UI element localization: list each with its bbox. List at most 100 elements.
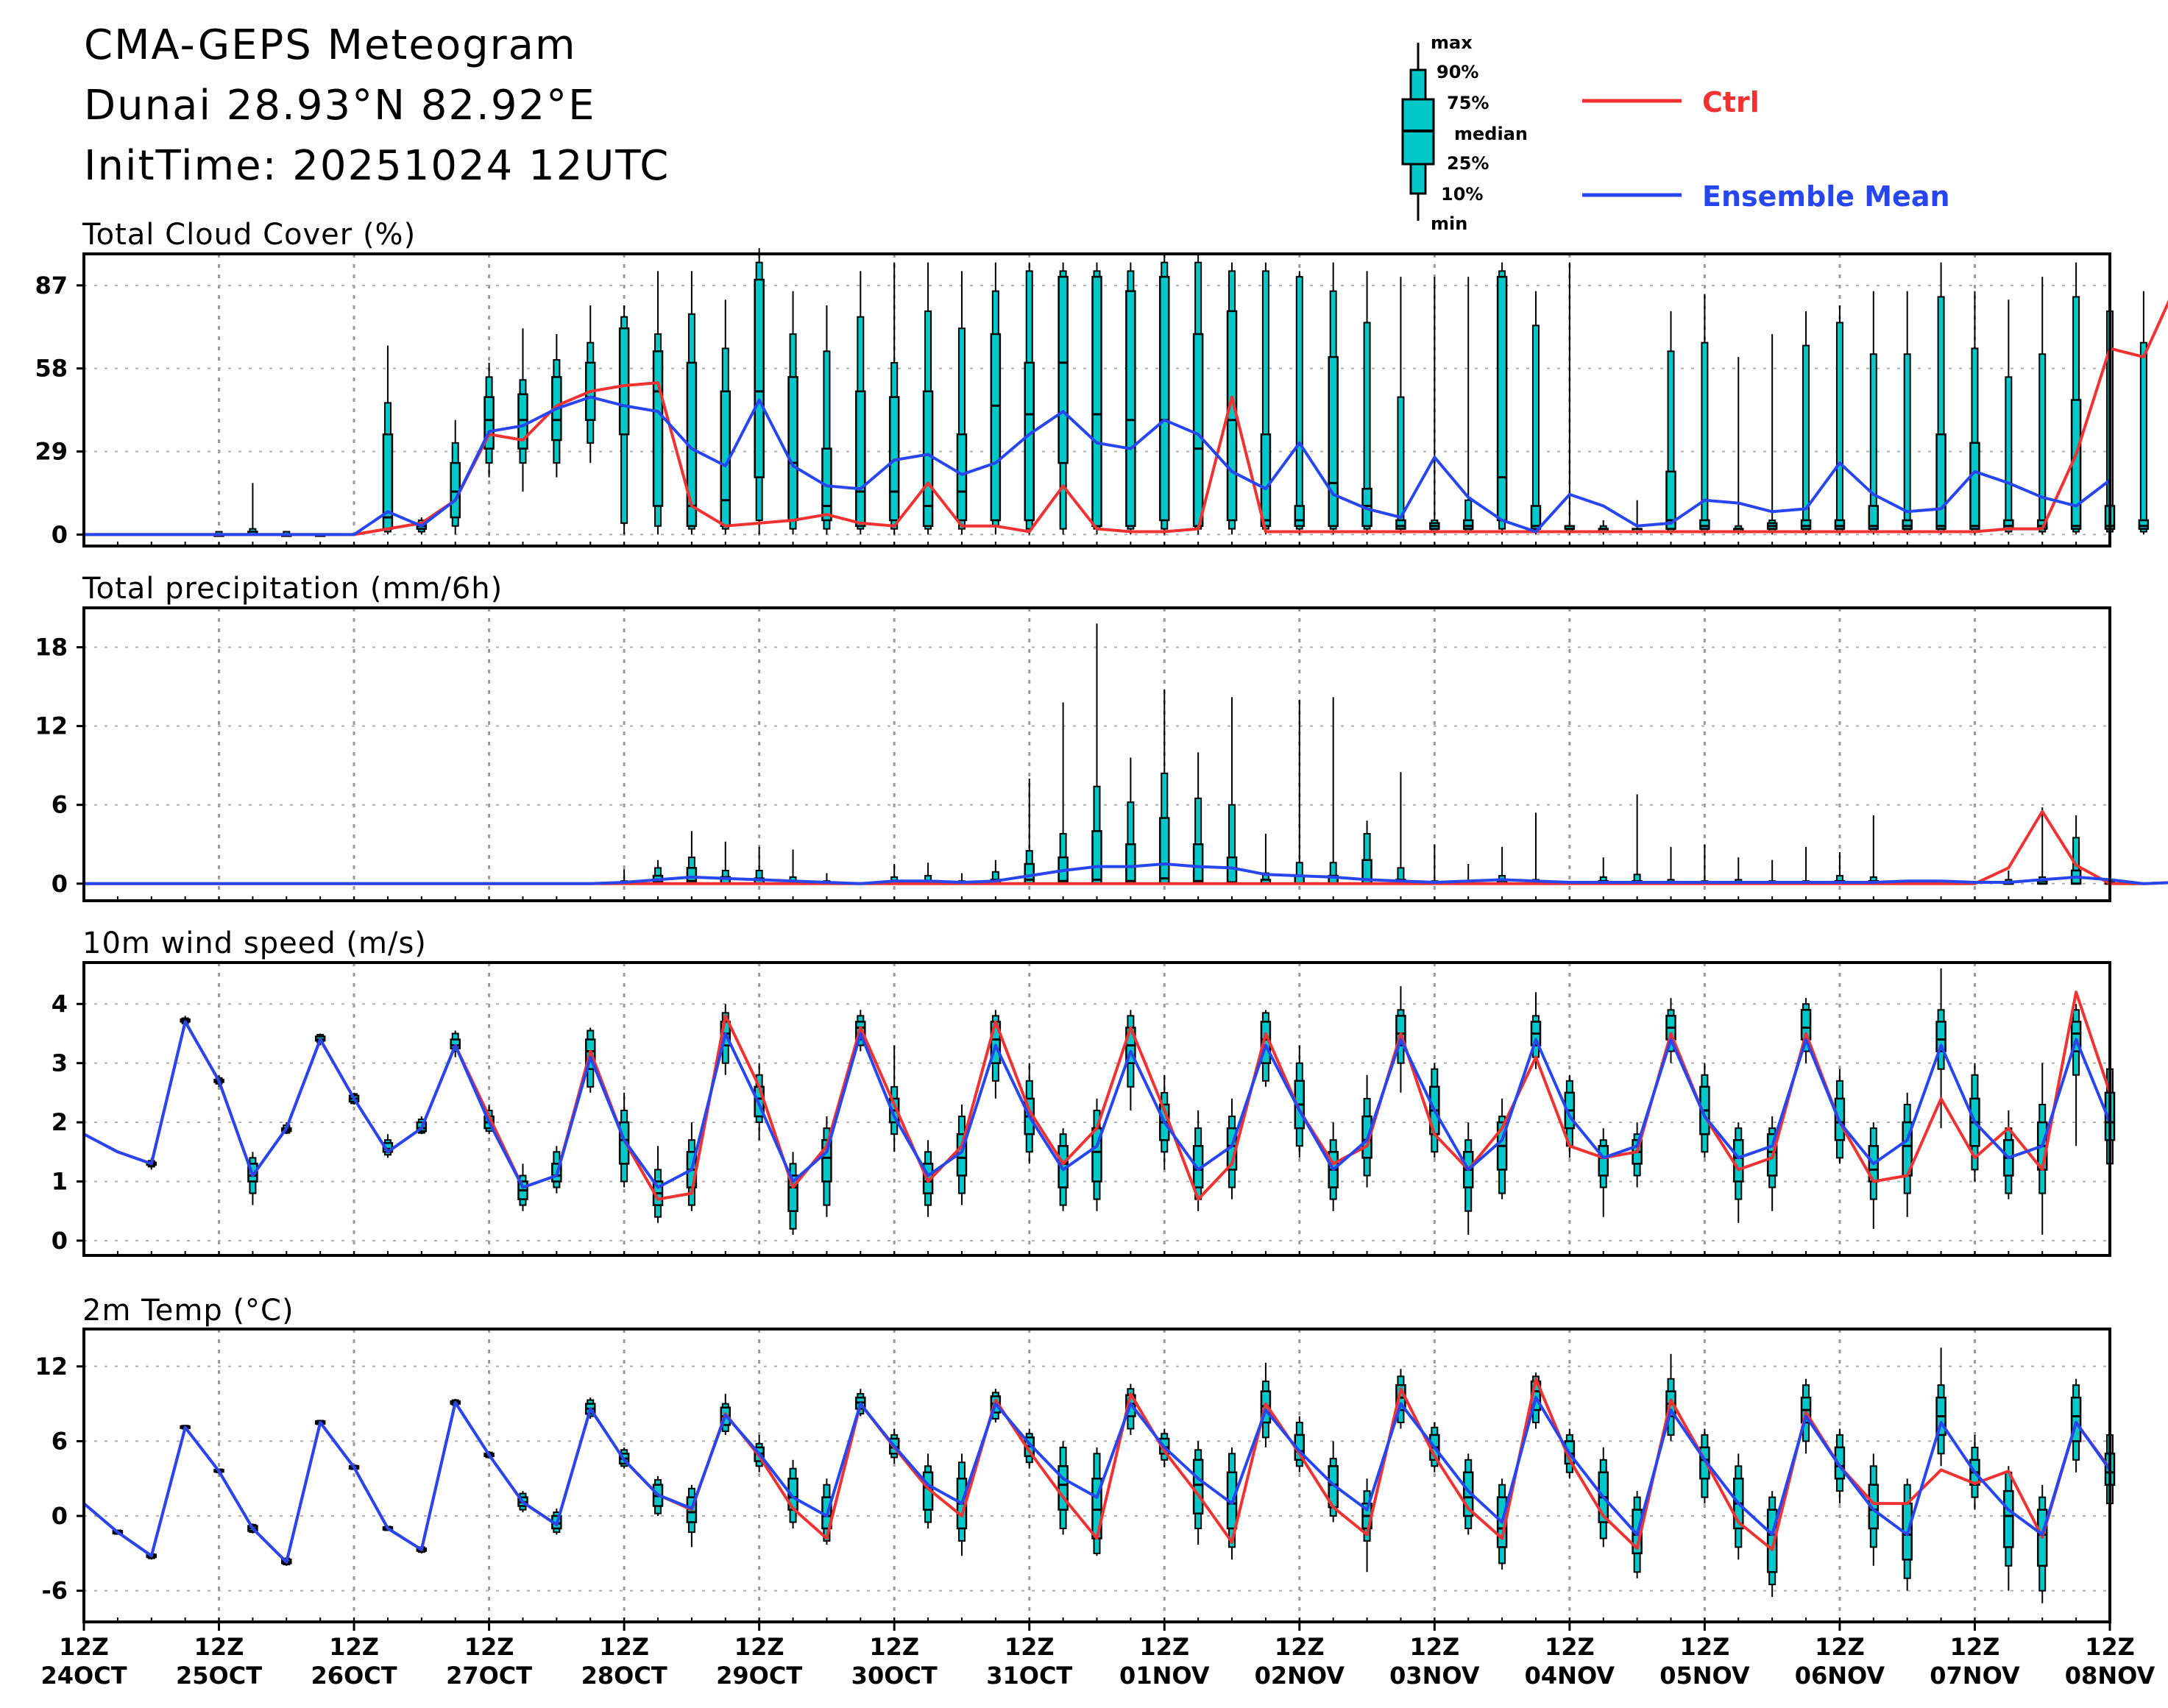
- box-upper-bar: [1633, 1496, 1641, 1511]
- box-iqr: [1226, 856, 1238, 885]
- box-upper-bar: [1464, 1139, 1473, 1153]
- box-iqr: [1260, 433, 1272, 528]
- box-upper-bar: [1903, 353, 1911, 521]
- box-iqr: [652, 350, 664, 507]
- box-upper-bar: [587, 341, 595, 364]
- box-lower-bar: [924, 1192, 932, 1206]
- box-lower-bar: [1093, 1180, 1101, 1200]
- box-upper-bar: [823, 350, 831, 450]
- x-tick-date-label: 08NOV: [2065, 1662, 2155, 1690]
- box-iqr: [1969, 442, 1980, 530]
- box-iqr: [1935, 433, 1946, 530]
- panel-title-temperature: 2m Temp (°C): [82, 1294, 294, 1328]
- box-upper-bar: [1599, 1459, 1607, 1473]
- x-tick-hour-label: 12Z: [2085, 1633, 2135, 1661]
- box-lower-bar: [1059, 1186, 1067, 1206]
- panel-cloud-cover: Total Cloud Cover (%) 0 29 58 87: [35, 218, 2168, 548]
- box-lower-bar: [1059, 462, 1067, 530]
- box-lower-bar: [1971, 1484, 1979, 1498]
- legend-p75-label: 75%: [1447, 93, 1489, 113]
- y-tick-label: 6: [52, 791, 68, 819]
- box-iqr: [1024, 361, 1035, 522]
- box-iqr: [1868, 1484, 1880, 1530]
- box-upper-bar: [924, 310, 932, 392]
- box-upper-bar: [1295, 276, 1303, 507]
- box-upper-bar: [1971, 1446, 1979, 1461]
- y-tick-label: 12: [35, 712, 68, 740]
- x-tick-hour-label: 12Z: [194, 1633, 244, 1661]
- box-lower-bar: [957, 1174, 966, 1194]
- box-lower-bar: [1261, 1422, 1269, 1439]
- box-lower-bar: [823, 519, 831, 530]
- box-upper-bar: [485, 376, 493, 398]
- box-iqr: [1159, 817, 1170, 885]
- legend-p10-label: 10%: [1441, 184, 1483, 205]
- box-lower-bar: [755, 476, 763, 521]
- box-upper-bar: [857, 316, 865, 392]
- box-lower-bar: [1059, 1509, 1067, 1529]
- box-upper-bar: [1194, 1449, 1202, 1461]
- box-upper-bar: [1835, 1434, 1843, 1448]
- box-lower-bar: [620, 1163, 628, 1183]
- box-upper-bar: [1059, 1133, 1067, 1147]
- box-upper-bar: [654, 1169, 662, 1183]
- box-upper-bar: [1633, 874, 1641, 882]
- box-iqr: [1800, 519, 1812, 530]
- box-lower-bar: [1599, 1174, 1607, 1188]
- box-lower-bar: [553, 439, 561, 464]
- box-lower-bar: [485, 447, 493, 464]
- box-upper-bar: [721, 869, 729, 878]
- box-iqr: [2003, 1489, 2014, 1548]
- y-tick-label: 1: [52, 1167, 68, 1195]
- x-axis-labels: 12Z24OCT12Z25OCT12Z26OCT12Z27OCT12Z28OCT…: [40, 1622, 2155, 1690]
- box-iqr: [1496, 275, 1508, 522]
- box-upper-bar: [553, 1151, 561, 1165]
- box-legend: max 90% 75% median 25% 10% min: [1401, 32, 1528, 234]
- x-tick-hour-label: 12Z: [1680, 1633, 1730, 1661]
- box-upper-bar: [1228, 1453, 1236, 1473]
- box-iqr: [1699, 519, 1710, 530]
- y-tick-label: 0: [52, 1502, 68, 1530]
- x-tick-hour-label: 12Z: [869, 1633, 919, 1661]
- box-iqr: [1091, 275, 1102, 528]
- plot-cloud-cover: 0 29 58 87: [35, 248, 2168, 548]
- box-upper-bar: [519, 379, 527, 395]
- box-upper-bar: [1397, 1375, 1405, 1386]
- box-upper-bar: [1565, 1434, 1573, 1442]
- box-upper-bar: [1869, 1127, 1877, 1147]
- box-lower-bar: [1599, 1521, 1607, 1539]
- box-lower-bar: [2005, 1546, 2013, 1567]
- box-upper-bar: [924, 1151, 932, 1165]
- box-iqr: [1294, 505, 1306, 528]
- box-upper-bar: [451, 442, 459, 464]
- box-upper-bar: [1701, 341, 1709, 521]
- box-upper-bar: [383, 402, 392, 436]
- box-upper-bar: [587, 1030, 595, 1041]
- box-iqr: [956, 433, 968, 522]
- box-upper-bar: [1869, 353, 1877, 507]
- box-upper-bar: [1329, 1139, 1337, 1153]
- box-upper-bar: [1093, 1453, 1101, 1480]
- box-lower-bar: [519, 447, 527, 464]
- box-lower-bar: [1127, 1415, 1135, 1430]
- box-upper-bar: [1735, 1465, 1743, 1480]
- box-lower-bar: [1464, 1186, 1473, 1212]
- box-upper-bar: [1295, 1422, 1303, 1436]
- box-lower-bar: [2038, 1169, 2047, 1194]
- box-lower-bar: [587, 419, 595, 444]
- x-tick-date-label: 30OCT: [851, 1662, 938, 1690]
- box-upper-bar: [1025, 1080, 1033, 1099]
- box-upper-bar: [1228, 270, 1236, 312]
- box-lower-bar: [1498, 1169, 1506, 1194]
- box-upper-bar: [957, 1116, 966, 1135]
- y-tick-label: 58: [35, 355, 68, 383]
- box-upper-bar: [1971, 1074, 1979, 1099]
- box-iqr: [1902, 519, 1913, 530]
- box-lower-bar: [2072, 1050, 2080, 1076]
- box-lower-bar: [789, 1210, 797, 1230]
- panel-precipitation: Total precipitation (mm/6h) 0 6 12 18: [35, 572, 2168, 902]
- box-upper-bar: [1802, 1384, 1810, 1399]
- box-upper-bar: [1127, 270, 1135, 292]
- box-iqr: [1868, 505, 1880, 530]
- box-upper-bar: [755, 261, 763, 281]
